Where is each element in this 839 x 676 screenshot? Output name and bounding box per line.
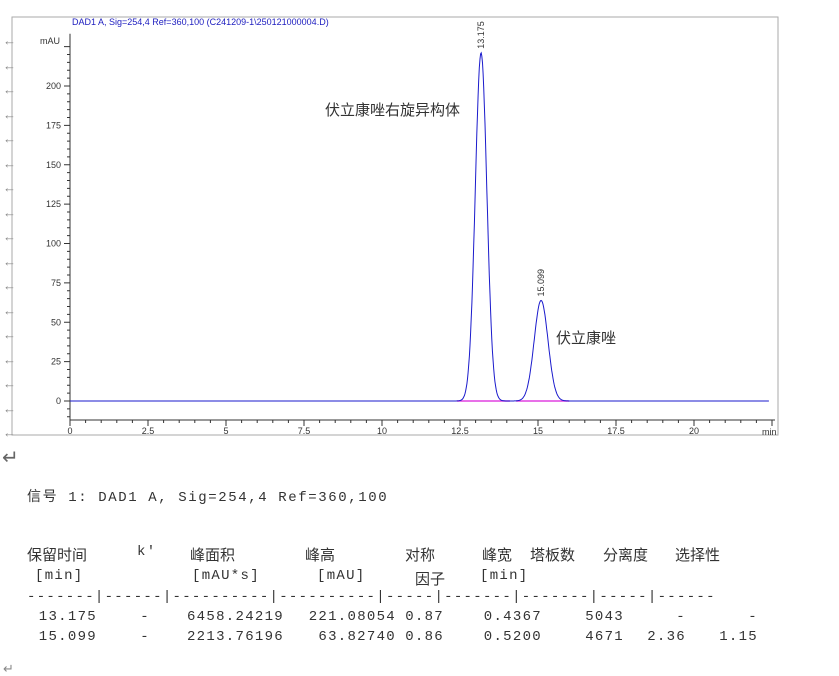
paragraph-arrow-icon: ← bbox=[3, 376, 16, 391]
table-cell: 63.82740 bbox=[318, 629, 396, 645]
paragraph-arrow-icon: ← bbox=[3, 229, 16, 244]
y-tick-label: 150 bbox=[46, 160, 61, 170]
table-cell: 6458.24219 bbox=[186, 609, 284, 625]
table-cell: 4671 bbox=[585, 629, 624, 645]
paragraph-arrow-icon: ← bbox=[3, 278, 16, 293]
table-header: 选择性 bbox=[675, 546, 721, 564]
x-tick-label: 5 bbox=[223, 426, 228, 436]
table-cell: - bbox=[748, 609, 758, 625]
x-axis-label: min bbox=[762, 427, 777, 437]
table-cell: 2.36 bbox=[647, 629, 686, 645]
y-tick-label: 175 bbox=[46, 120, 61, 130]
table-header: 峰面积 bbox=[190, 546, 236, 564]
table-cell: 2213.76196 bbox=[186, 629, 284, 645]
y-tick-label: 75 bbox=[51, 278, 61, 288]
table-header: 分离度 bbox=[603, 546, 649, 564]
x-tick-label: 7.5 bbox=[298, 426, 311, 436]
peak-annotation-2: 伏立康唑 bbox=[556, 329, 616, 347]
peak-rt-label-1: 13.175 bbox=[476, 21, 486, 49]
table-cell: 0.5200 bbox=[483, 629, 542, 645]
paragraph-arrow-icon: ← bbox=[3, 327, 16, 342]
paragraph-arrow-icon: ← bbox=[3, 400, 16, 416]
table-header: 对称 bbox=[405, 546, 436, 564]
paragraph-mark-icon: ↵ bbox=[2, 447, 19, 469]
table-unit: [min] bbox=[35, 568, 84, 584]
x-tick-label: 0 bbox=[67, 426, 72, 436]
y-axis-label: mAU bbox=[40, 36, 60, 46]
paragraph-arrow-icon: ← bbox=[3, 106, 16, 122]
y-tick-label: 200 bbox=[46, 81, 61, 91]
paragraph-arrow-icon: ← bbox=[3, 425, 16, 440]
table-cell: - bbox=[140, 629, 150, 645]
y-tick-label: 0 bbox=[56, 396, 61, 406]
peak-rt-label-2: 15.099 bbox=[536, 269, 546, 297]
paragraph-arrow-icon: ← bbox=[3, 82, 16, 97]
paragraph-arrow-icon: ← bbox=[3, 155, 16, 171]
y-tick-label: 125 bbox=[46, 199, 61, 209]
y-tick-label: 25 bbox=[51, 357, 61, 367]
chart-frame bbox=[11, 16, 779, 436]
table-cell: 1.15 bbox=[719, 629, 758, 645]
paragraph-arrow-icon: ← bbox=[3, 302, 16, 318]
paragraph-arrow-icon: ← bbox=[3, 131, 16, 146]
peak-annotation-1: 伏立康唑右旋异构体 bbox=[325, 101, 460, 119]
signal-trace bbox=[70, 51, 769, 402]
signal-line: 信号 1: DAD1 A, Sig=254,4 Ref=360,100 bbox=[27, 490, 389, 506]
table-header: k' bbox=[137, 544, 157, 560]
x-tick-label: 15 bbox=[533, 426, 543, 436]
table-unit: [mAU] bbox=[317, 568, 366, 584]
table-cell: - bbox=[676, 609, 686, 625]
table-unit: [min] bbox=[480, 568, 529, 584]
paragraph-arrow-icon: ← bbox=[3, 180, 16, 195]
table-cell: 0.86 bbox=[405, 629, 444, 645]
paragraph-arrow-icon: ← bbox=[3, 253, 16, 269]
paragraph-mark-icon: ↵ bbox=[3, 661, 14, 676]
x-tick-label: 2.5 bbox=[142, 426, 155, 436]
paragraph-arrow-icon: ← bbox=[3, 57, 16, 73]
table-header: 塔板数 bbox=[530, 546, 576, 564]
table-cell: 5043 bbox=[585, 609, 624, 625]
y-tick-label: 50 bbox=[51, 317, 61, 327]
chromatogram-chart: DAD1 A, Sig=254,4 Ref=360,100 (C241209-1… bbox=[11, 16, 779, 437]
table-header: 峰高 bbox=[305, 546, 336, 564]
x-tick-label: 20 bbox=[689, 426, 699, 436]
chart-title: DAD1 A, Sig=254,4 Ref=360,100 (C241209-1… bbox=[72, 17, 329, 27]
table-unit: [mAU*s] bbox=[192, 568, 260, 584]
table-cell: 221.08054 bbox=[308, 609, 396, 625]
table-cell: 13.175 bbox=[38, 609, 97, 625]
y-tick-label: 100 bbox=[46, 239, 61, 249]
table-separator: -------|------|----------|----------|---… bbox=[27, 589, 716, 605]
table-cell: - bbox=[140, 609, 150, 625]
table-cell: 0.87 bbox=[405, 609, 444, 625]
x-tick-label: 12.5 bbox=[451, 426, 469, 436]
x-tick-label: 17.5 bbox=[607, 426, 625, 436]
table-cell: 0.4367 bbox=[483, 609, 542, 625]
table-header: 保留时间 bbox=[27, 546, 88, 564]
table-unit: 因子 bbox=[415, 570, 446, 588]
table-cell: 15.099 bbox=[38, 629, 97, 645]
x-tick-label: 10 bbox=[377, 426, 387, 436]
table-header: 峰宽 bbox=[482, 546, 513, 564]
paragraph-arrow-icon: ← bbox=[3, 204, 16, 220]
paragraph-arrow-icon: ← bbox=[3, 351, 16, 367]
paragraph-arrow-icon: ← bbox=[3, 33, 16, 48]
